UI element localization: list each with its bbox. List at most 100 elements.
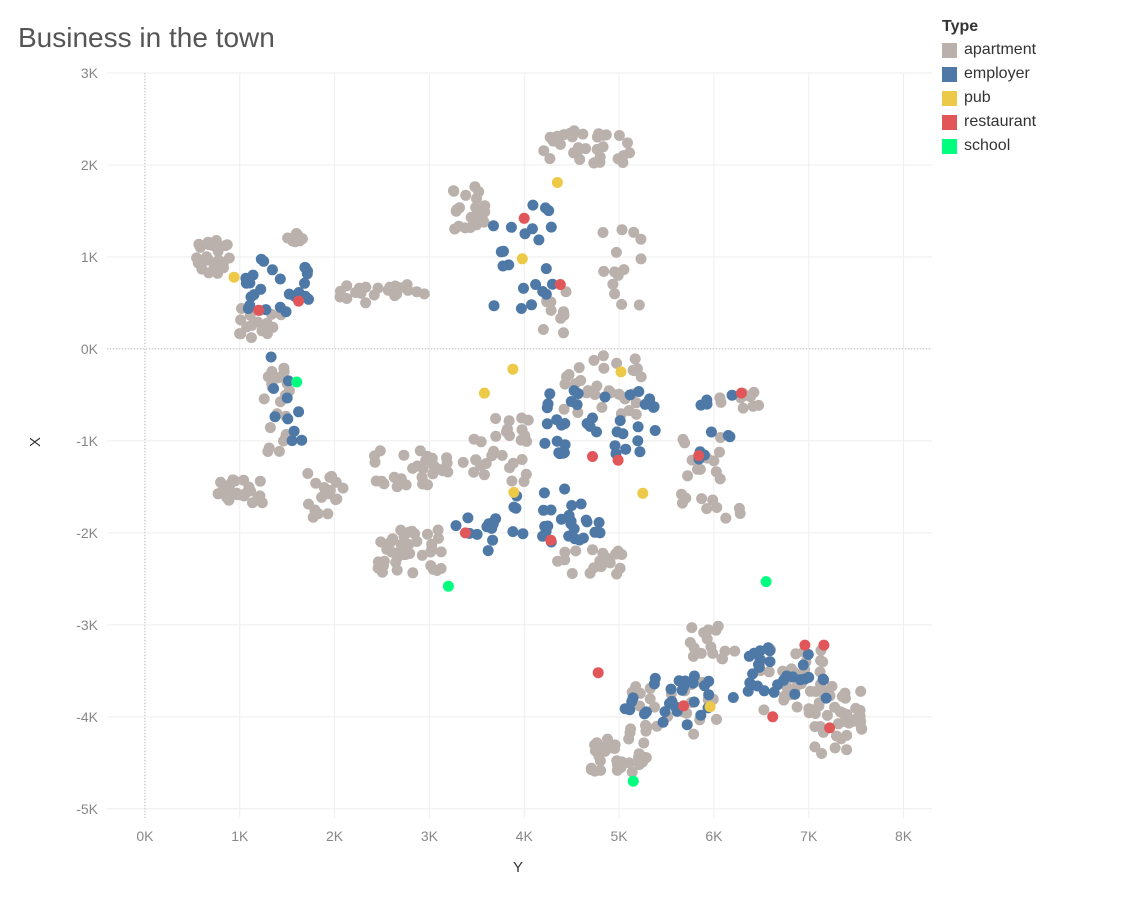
school-point[interactable]: [760, 576, 772, 588]
apartment-point[interactable]: [375, 536, 387, 548]
apartment-point[interactable]: [516, 454, 528, 465]
employer-point[interactable]: [581, 418, 593, 429]
apartment-point[interactable]: [635, 253, 647, 265]
apartment-point[interactable]: [832, 718, 844, 730]
employer-point[interactable]: [571, 399, 583, 411]
apartment-point[interactable]: [490, 413, 502, 424]
apartment-point[interactable]: [591, 380, 603, 392]
apartment-point[interactable]: [566, 568, 578, 579]
employer-point[interactable]: [648, 401, 660, 413]
apartment-point[interactable]: [262, 320, 274, 332]
apartment-point[interactable]: [245, 332, 257, 344]
apartment-point[interactable]: [588, 354, 600, 366]
employer-point[interactable]: [568, 523, 580, 535]
apartment-point[interactable]: [479, 200, 491, 212]
apartment-point[interactable]: [717, 653, 728, 665]
restaurant-point[interactable]: [818, 639, 830, 651]
apartment-point[interactable]: [460, 189, 472, 201]
apartment-point[interactable]: [256, 497, 268, 509]
employer-point[interactable]: [543, 205, 555, 217]
employer-point[interactable]: [657, 716, 669, 728]
employer-point[interactable]: [268, 383, 280, 394]
employer-point[interactable]: [541, 418, 553, 430]
employer-point[interactable]: [594, 527, 606, 539]
employer-point[interactable]: [659, 706, 671, 718]
apartment-point[interactable]: [616, 224, 628, 236]
employer-point[interactable]: [678, 681, 690, 693]
employer-point[interactable]: [538, 487, 550, 499]
apartment-point[interactable]: [201, 254, 213, 266]
employer-point[interactable]: [266, 264, 278, 276]
employer-point[interactable]: [703, 675, 715, 687]
employer-point[interactable]: [303, 293, 314, 305]
employer-point[interactable]: [632, 421, 644, 433]
apartment-point[interactable]: [635, 233, 647, 245]
apartment-point[interactable]: [649, 701, 661, 713]
apartment-point[interactable]: [468, 433, 480, 445]
employer-point[interactable]: [517, 528, 529, 540]
apartment-point[interactable]: [748, 386, 760, 398]
apartment-point[interactable]: [679, 437, 691, 449]
apartment-point[interactable]: [547, 135, 559, 147]
apartment-point[interactable]: [577, 128, 589, 140]
apartment-point[interactable]: [610, 246, 622, 258]
apartment-point[interactable]: [791, 701, 803, 713]
employer-point[interactable]: [797, 659, 809, 671]
apartment-point[interactable]: [212, 488, 224, 500]
apartment-point[interactable]: [480, 458, 492, 469]
apartment-point[interactable]: [610, 548, 622, 560]
employer-point[interactable]: [727, 692, 739, 703]
employer-point[interactable]: [649, 425, 661, 436]
apartment-point[interactable]: [590, 156, 602, 168]
apartment-point[interactable]: [490, 430, 502, 442]
apartment-point[interactable]: [623, 405, 635, 416]
apartment-point[interactable]: [607, 278, 619, 290]
apartment-point[interactable]: [235, 328, 247, 340]
apartment-point[interactable]: [411, 460, 423, 472]
employer-point[interactable]: [789, 688, 801, 700]
employer-point[interactable]: [274, 273, 286, 285]
restaurant-point[interactable]: [293, 295, 305, 307]
legend-item-school[interactable]: school: [942, 134, 1036, 158]
apartment-point[interactable]: [235, 314, 247, 326]
apartment-point[interactable]: [596, 742, 608, 754]
apartment-point[interactable]: [330, 494, 342, 506]
apartment-point[interactable]: [804, 685, 816, 697]
apartment-point[interactable]: [612, 153, 624, 165]
pub-point[interactable]: [551, 177, 563, 188]
apartment-point[interactable]: [322, 508, 334, 520]
apartment-point[interactable]: [360, 297, 372, 309]
apartment-point[interactable]: [196, 263, 208, 275]
employer-point[interactable]: [632, 435, 644, 447]
apartment-point[interactable]: [267, 374, 279, 386]
apartment-point[interactable]: [558, 327, 569, 339]
employer-point[interactable]: [627, 692, 639, 704]
apartment-point[interactable]: [710, 624, 722, 636]
apartment-point[interactable]: [854, 704, 866, 716]
apartment-point[interactable]: [503, 415, 515, 427]
apartment-point[interactable]: [737, 402, 749, 414]
school-point[interactable]: [291, 376, 303, 388]
apartment-point[interactable]: [720, 512, 732, 524]
apartment-point[interactable]: [695, 647, 707, 659]
apartment-point[interactable]: [221, 239, 233, 251]
apartment-point[interactable]: [465, 211, 477, 223]
apartment-point[interactable]: [686, 622, 698, 634]
employer-point[interactable]: [748, 647, 760, 659]
restaurant-point[interactable]: [678, 700, 690, 712]
employer-point[interactable]: [648, 678, 660, 690]
apartment-point[interactable]: [573, 362, 585, 374]
apartment-point[interactable]: [375, 558, 387, 570]
apartment-point[interactable]: [422, 528, 433, 540]
employer-point[interactable]: [527, 199, 539, 211]
apartment-point[interactable]: [809, 721, 821, 733]
employer-point[interactable]: [488, 220, 499, 232]
employer-point[interactable]: [540, 263, 552, 275]
apartment-point[interactable]: [239, 488, 251, 500]
apartment-point[interactable]: [202, 236, 214, 248]
apartment-point[interactable]: [829, 742, 841, 754]
employer-point[interactable]: [255, 283, 267, 295]
apartment-point[interactable]: [816, 748, 828, 759]
employer-point[interactable]: [559, 439, 571, 451]
apartment-point[interactable]: [496, 449, 508, 461]
